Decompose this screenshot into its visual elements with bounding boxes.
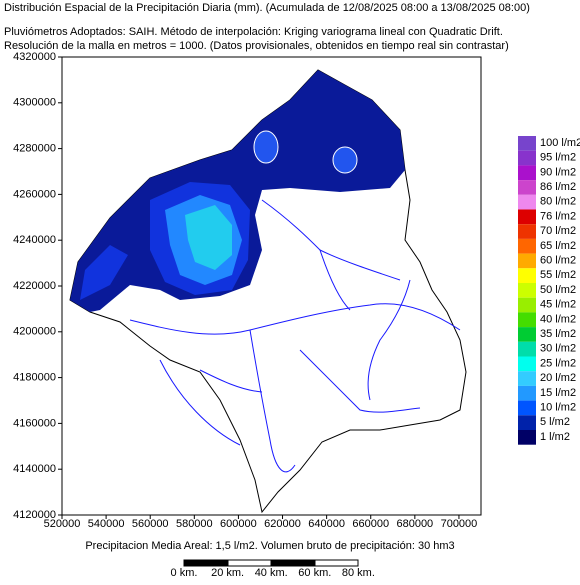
legend-swatch — [518, 224, 536, 239]
x-tick-label: 600000 — [220, 518, 257, 530]
legend-swatch — [518, 430, 536, 445]
legend-label: 35 l/m2 — [540, 328, 576, 340]
x-tick-label: 520000 — [44, 518, 81, 530]
legend-label: 60 l/m2 — [540, 255, 576, 267]
legend-label: 45 l/m2 — [540, 299, 576, 311]
legend-swatch — [518, 327, 536, 342]
legend-swatch — [518, 238, 536, 254]
legend-swatch — [518, 415, 536, 430]
legend-label: 40 l/m2 — [540, 313, 576, 325]
legend-swatch — [518, 209, 536, 225]
legend-swatch — [518, 385, 536, 401]
x-tick-label: 700000 — [441, 518, 478, 530]
legend-label: 55 l/m2 — [540, 269, 576, 281]
legend-label: 86 l/m2 — [540, 181, 576, 193]
y-tick-label: 4120000 — [13, 509, 56, 521]
legend-swatch — [518, 180, 536, 195]
legend-label: 15 l/m2 — [540, 387, 576, 399]
legend-label: 100 l/m2 — [540, 137, 580, 149]
x-tick-label: 680000 — [396, 518, 433, 530]
legend-label: 1 l/m2 — [540, 431, 570, 443]
x-tick-label: 560000 — [132, 518, 169, 530]
legend-swatch — [518, 268, 536, 283]
legend-swatch — [518, 341, 536, 357]
title: Distribución Espacial de la Precipitació… — [4, 2, 530, 14]
legend-swatch — [518, 253, 536, 269]
legend-label: 76 l/m2 — [540, 210, 576, 222]
legend-label: 90 l/m2 — [540, 166, 576, 178]
legend-swatch — [518, 136, 536, 151]
x-tick-label: 660000 — [352, 518, 389, 530]
x-tick-label: 640000 — [308, 518, 345, 530]
legend-label: 30 l/m2 — [540, 343, 576, 355]
legend-swatch — [518, 165, 536, 181]
y-tick-label: 4300000 — [13, 97, 56, 109]
x-tick-label: 540000 — [88, 518, 125, 530]
legend-label: 5 l/m2 — [540, 416, 570, 428]
legend-label: 70 l/m2 — [540, 225, 576, 237]
precip-20 — [185, 205, 232, 270]
precip-spot — [332, 146, 358, 174]
scale-label: 20 km. — [211, 567, 244, 579]
subtitle: Resolución de la malla en metros = 1000.… — [4, 40, 509, 52]
legend-swatch — [518, 150, 536, 166]
legend-swatch — [518, 312, 536, 328]
legend-swatch — [518, 400, 536, 416]
y-tick-label: 4240000 — [13, 234, 56, 246]
legend-label: 95 l/m2 — [540, 152, 576, 164]
y-tick-label: 4320000 — [13, 51, 56, 63]
legend-label: 50 l/m2 — [540, 284, 576, 296]
legend-label: 20 l/m2 — [540, 372, 576, 384]
scale-label: 0 km. — [171, 567, 198, 579]
legend-swatch — [518, 283, 536, 298]
x-tick-label: 580000 — [176, 518, 213, 530]
scale-label: 60 km. — [298, 567, 331, 579]
y-tick-label: 4280000 — [13, 143, 56, 155]
legend-label: 80 l/m2 — [540, 196, 576, 208]
legend-swatch — [518, 194, 536, 210]
y-tick-label: 4260000 — [13, 188, 56, 200]
scale-label: 80 km. — [342, 567, 375, 579]
rivers — [129, 199, 461, 473]
y-tick-label: 4160000 — [13, 417, 56, 429]
precip-spot — [253, 130, 279, 164]
legend-swatch — [518, 371, 536, 386]
legend-label: 25 l/m2 — [540, 357, 576, 369]
legend-label: 10 l/m2 — [540, 402, 576, 414]
scale-label: 40 km. — [255, 567, 288, 579]
subtitle: Pluviómetros Adoptados: SAIH. Método de … — [4, 26, 503, 38]
legend-label: 65 l/m2 — [540, 240, 576, 252]
legend-swatch — [518, 297, 536, 313]
y-tick-label: 4140000 — [13, 463, 56, 475]
x-tick-label: 620000 — [264, 518, 301, 530]
y-tick-label: 4220000 — [13, 280, 56, 292]
footer: Precipitacion Media Areal: 1,5 l/m2. Vol… — [85, 540, 454, 552]
y-tick-label: 4180000 — [13, 372, 56, 384]
y-tick-label: 4200000 — [13, 326, 56, 338]
scale-bar — [183, 559, 359, 567]
legend-swatch — [518, 356, 536, 372]
